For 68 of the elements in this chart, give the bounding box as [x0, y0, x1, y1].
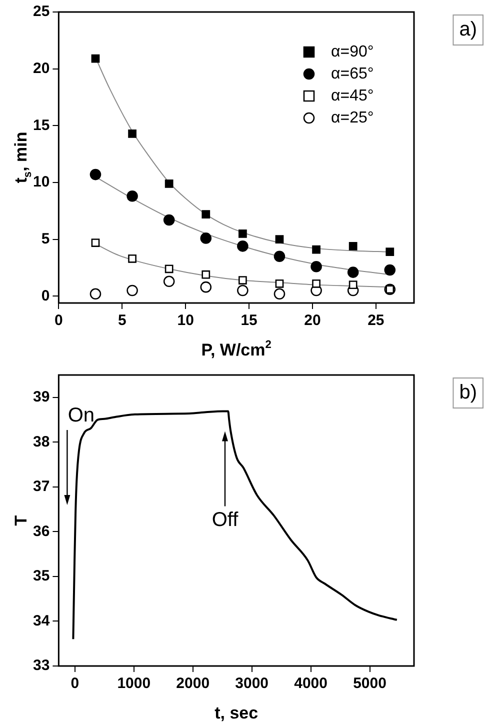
y-tick-label: 39 [32, 388, 50, 406]
point [238, 276, 247, 284]
x-tick-label: 1000 [117, 675, 151, 692]
y-tick-label: 35 [32, 568, 50, 585]
y-tick-label: 5 [41, 230, 50, 248]
annotation: On [68, 404, 95, 427]
point [163, 214, 175, 226]
point [386, 248, 394, 256]
point [200, 232, 212, 244]
point [126, 284, 138, 296]
point [91, 54, 100, 63]
y-tick-label: 37 [32, 478, 50, 496]
x-axis-title: t, sec [214, 704, 258, 723]
point [126, 190, 138, 202]
x-tick-label: 5000 [353, 675, 386, 692]
point [164, 179, 174, 188]
point [274, 288, 286, 300]
point [312, 279, 320, 288]
x-tick-label: 3000 [235, 675, 269, 692]
y-tick-label: 10 [32, 174, 50, 191]
y-axis-title: T [12, 514, 31, 526]
y-tick-label: 38 [32, 433, 50, 450]
point [384, 264, 396, 276]
point [90, 168, 102, 180]
y-tick-label: 36 [32, 522, 50, 540]
x-tick-label: 0 [54, 312, 63, 330]
legend-label: α=45° [331, 87, 374, 104]
legend-label: α=90° [331, 43, 374, 60]
point [202, 270, 210, 279]
y-tick-label: 33 [32, 657, 50, 674]
y-tick-label: 15 [32, 116, 50, 134]
legend-label: α=65° [331, 65, 374, 82]
point [90, 288, 102, 300]
y-tick-label: 34 [32, 612, 50, 630]
point [348, 280, 358, 289]
point [237, 284, 248, 296]
point [91, 238, 100, 247]
point [128, 254, 136, 263]
point [347, 266, 359, 278]
point [275, 279, 284, 288]
point [200, 281, 212, 293]
point [237, 240, 248, 252]
x-tick-label: 15 [240, 312, 258, 330]
point [128, 129, 136, 138]
point [164, 264, 174, 274]
y-tick-label: 20 [32, 60, 50, 77]
point [238, 229, 247, 238]
text: a) [459, 18, 478, 41]
x-tick-label: 10 [177, 312, 194, 330]
point [202, 210, 210, 219]
y-tick-label: 0 [41, 287, 50, 304]
x-tick-label: 25 [368, 312, 384, 330]
x-tick-label: 2000 [176, 675, 210, 692]
x-tick-label: 0 [70, 675, 80, 692]
point [275, 235, 284, 244]
point [310, 260, 322, 272]
point [163, 276, 175, 288]
annotation: Off [212, 508, 239, 531]
x-tick-label: 4000 [294, 675, 328, 692]
point [312, 245, 320, 254]
y-axis-title: ts, min [12, 132, 34, 184]
text: b) [459, 382, 478, 404]
point [348, 242, 358, 250]
point [274, 250, 286, 262]
y-tick-label: 25 [32, 3, 50, 20]
x-tick-label: 20 [304, 312, 321, 330]
legend-label: α=25° [331, 109, 374, 126]
x-tick-label: 5 [118, 312, 126, 330]
